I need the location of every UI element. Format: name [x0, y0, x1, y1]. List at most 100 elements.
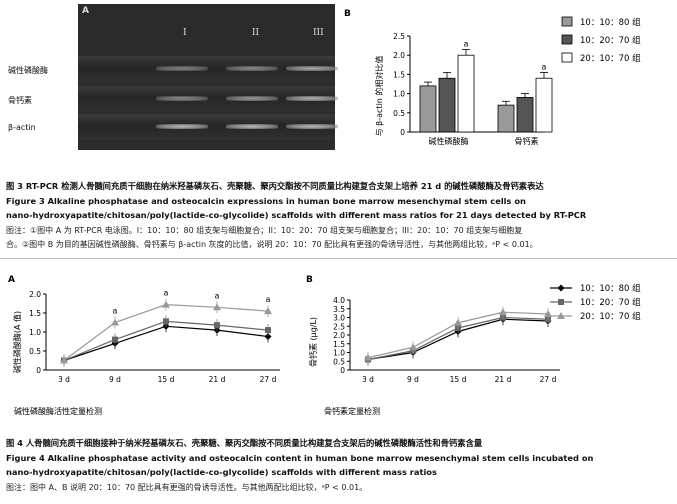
x-tick-label: 9 d — [109, 375, 121, 384]
data-point — [558, 299, 564, 305]
data-point — [112, 336, 118, 343]
y-tick-label: 2.5 — [393, 32, 405, 41]
gel-row-label-alp: 碱性磷酸酶 — [8, 66, 48, 75]
x-tick-label: 15 d — [158, 375, 175, 384]
y-tick-label: 1.5 — [333, 340, 345, 349]
x-category-label: 骨钙素 — [515, 136, 539, 146]
gel-band — [286, 96, 338, 101]
y-tick-label: 1.5 — [29, 309, 41, 318]
y-tick-label: 1.0 — [333, 349, 345, 358]
data-point — [544, 310, 552, 317]
x-tick-label: 3 d — [362, 375, 374, 384]
gel-band — [156, 124, 208, 129]
fig4-b-ylabel: 骨钙素 (μg/L) — [308, 317, 318, 367]
gel-band — [226, 96, 278, 101]
lane-label-2: II — [252, 28, 260, 38]
bar — [516, 97, 534, 133]
y-tick-label: 3.5 — [333, 305, 345, 314]
data-point — [557, 312, 565, 319]
legend-swatch — [561, 52, 573, 63]
fig3-panel-b-letter: B — [344, 9, 351, 19]
legend-label: 20：10：70 组 — [580, 311, 641, 322]
significance-marker: a — [542, 62, 547, 71]
fig4-caption-en2: nano-hydroxyapatite/chitosan/poly(lactid… — [6, 467, 437, 477]
data-point — [499, 308, 507, 316]
y-tick-label: 1.0 — [393, 90, 405, 99]
y-tick-label: 2.0 — [333, 331, 345, 340]
x-tick-label: 27 d — [260, 375, 277, 384]
data-point — [454, 318, 462, 326]
legend-label: 10：20：70 组 — [580, 35, 641, 46]
y-tick-label: 2.0 — [29, 290, 41, 299]
y-tick-label: 0.5 — [29, 347, 41, 356]
x-tick-label: 3 d — [58, 375, 70, 384]
fig4-note: 图注：图中 A、B 说明 20：10：70 配比具有更强的骨诱导活性。与其他两配… — [6, 483, 368, 492]
y-tick-label: 4.0 — [333, 296, 345, 305]
y-tick-label: 0.5 — [333, 357, 345, 366]
bar — [497, 104, 515, 133]
legend-label: 10：10：80 组 — [580, 283, 641, 294]
y-tick-label: 1.0 — [29, 328, 41, 337]
gel-band — [286, 66, 338, 71]
gel-band — [226, 124, 278, 129]
significance-marker: a — [215, 291, 220, 300]
bar — [457, 54, 475, 133]
bar — [438, 77, 456, 133]
fig3-caption-en2: nano-hydroxyapatite/chitosan/poly(lactid… — [6, 210, 587, 220]
data-point — [111, 318, 119, 326]
data-point — [409, 343, 417, 351]
fig3-panel-b: B 与 β-actin 的相对比值 0 0.5 1.0 1.5 2.0 2.5 a 碱性磷酸… — [344, 9, 641, 146]
legend-label: 10：10：80 组 — [580, 17, 641, 28]
significance-marker: a — [113, 307, 118, 316]
bar — [419, 85, 437, 133]
fig4-panel-a-letter: A — [8, 275, 15, 285]
x-category-label: 碱性磷酸酶 — [429, 136, 469, 146]
significance-marker: a — [164, 289, 169, 298]
x-tick-label: 15 d — [450, 375, 467, 384]
fig3-panel-a-letter: A — [82, 6, 89, 16]
lane-label-1: I — [183, 28, 187, 38]
y-tick-label: 0 — [36, 366, 41, 375]
data-point — [60, 356, 68, 364]
y-tick-label: 3.0 — [333, 314, 345, 323]
fig4-a-xlabel: 碱性磷酸酶活性定量检测 — [14, 406, 102, 416]
fig4-panel-a: A 碱性磷酸酶(A 值) 碱性磷酸酶活性定量检测 0 0.5 1.0 1.5 2.0 3 … — [8, 275, 280, 416]
bar — [535, 77, 553, 133]
data-point — [364, 353, 372, 361]
y-tick-label: 0.5 — [393, 109, 405, 118]
data-point — [162, 300, 170, 308]
x-tick-label: 9 d — [407, 375, 419, 384]
fig4-panel-b-letter: B — [306, 275, 313, 285]
fig3-caption-cn: 图 3 RT-PCR 检测人骨髓间充质干细胞在纳米羟基磷灰石、壳聚糖、聚丙交酯按… — [6, 181, 544, 191]
fig3-caption-en1: Figure 3 Alkaline phosphatase and osteoc… — [6, 196, 526, 206]
x-tick-label: 21 d — [495, 375, 512, 384]
data-point — [264, 307, 272, 315]
fig4-caption-en1: Figure 4 Alkaline phosphatase activity a… — [6, 453, 594, 463]
gel-band — [286, 124, 338, 129]
data-point — [163, 318, 169, 325]
fig3-note2: 合。②图中 B 为目的基因碱性磷酸酶、骨钙素与 β-actin 灰度的比值，说明… — [6, 240, 538, 249]
legend-label: 10：20：70 组 — [580, 297, 641, 308]
y-tick-label: 1.5 — [393, 70, 405, 79]
fig3-note1: 图注：①图中 A 为 RT-PCR 电泳图。I：10：10：80 组支架与细胞复… — [6, 226, 523, 235]
data-point — [265, 327, 271, 334]
y-tick-label: 2.0 — [393, 51, 405, 60]
gel-band — [156, 96, 208, 101]
significance-marker: a — [464, 39, 469, 48]
gel-row-label-actin: β-actin — [8, 123, 36, 132]
gel-band — [226, 66, 278, 71]
x-tick-label: 21 d — [209, 375, 226, 384]
y-tick-label: 2.5 — [333, 322, 345, 331]
fig3-panel-a: A I II III 碱性磷酸酶 骨钙素 β-actin — [8, 4, 338, 152]
data-point — [557, 284, 565, 292]
lane-label-3: III — [313, 28, 324, 38]
data-point — [264, 333, 272, 341]
fig4-caption-cn: 图 4 人骨髓间充质干细胞接种于纳米羟基磷灰石、壳聚糖、聚丙交酯按不同质量比构建… — [6, 438, 483, 448]
data-point — [214, 322, 220, 329]
fig4-panel-b: B 骨钙素 (μg/L) 骨钙素定量检测 00.51.01.52.02.53.0… — [306, 275, 641, 416]
significance-marker: a — [266, 295, 271, 304]
gel-row-label-ocn: 骨钙素 — [8, 96, 32, 105]
legend-swatch — [561, 16, 573, 27]
y-tick-label: 0 — [340, 366, 345, 375]
fig4-a-ylabel: 碱性磷酸酶(A 值) — [12, 311, 22, 373]
